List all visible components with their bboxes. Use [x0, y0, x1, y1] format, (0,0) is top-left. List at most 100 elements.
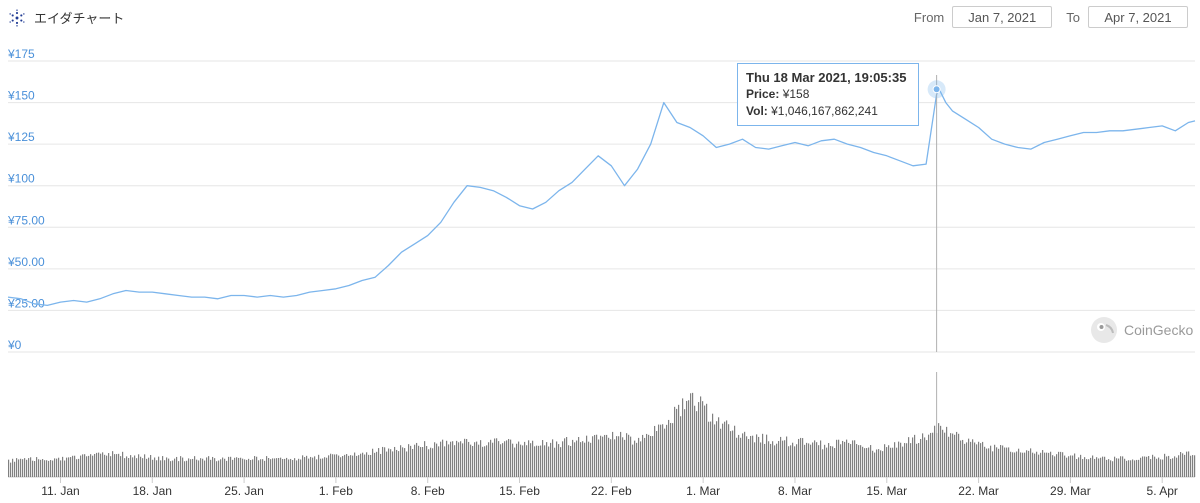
volume-bar: [714, 424, 716, 477]
to-label: To: [1066, 9, 1080, 25]
volume-bar: [290, 458, 292, 477]
volume-bar: [1120, 456, 1122, 477]
volume-bar: [354, 452, 356, 477]
volume-bar: [32, 460, 34, 477]
volume-bar: [138, 454, 140, 477]
volume-bar: [818, 445, 820, 477]
volume-bar: [98, 452, 100, 477]
volume-bar: [962, 439, 964, 477]
volume-bar: [502, 443, 504, 477]
volume-bar: [538, 445, 540, 477]
y-tick-label: ¥25.00: [7, 296, 45, 310]
volume-bar: [366, 452, 368, 477]
volume-bar: [14, 461, 16, 477]
volume-bar: [660, 424, 662, 477]
volume-bar: [162, 456, 164, 477]
volume-bar: [1144, 456, 1146, 477]
volume-bar: [224, 458, 226, 477]
volume-bar: [958, 433, 960, 477]
volume-bar: [1108, 459, 1110, 477]
x-tick-label: 18. Jan: [133, 484, 172, 498]
volume-bar: [1006, 447, 1008, 477]
volume-bar: [336, 454, 338, 477]
volume-bar: [1150, 459, 1152, 477]
volume-bar: [118, 453, 120, 477]
volume-bar: [1066, 457, 1068, 477]
volume-bar: [252, 459, 254, 477]
x-tick-label: 5. Apr: [1147, 484, 1178, 498]
volume-bar: [894, 442, 896, 477]
volume-bar: [360, 453, 362, 477]
x-tick-label: 15. Feb: [499, 484, 540, 498]
volume-bar: [888, 445, 890, 477]
volume-bar: [184, 461, 186, 477]
volume-bar: [868, 447, 870, 477]
volume-bar: [1034, 453, 1036, 477]
volume-bar: [326, 457, 328, 477]
volume-bar: [42, 459, 44, 477]
volume-bar: [384, 447, 386, 477]
volume-bar: [332, 454, 334, 477]
tooltip-vol-label: Vol:: [746, 104, 768, 118]
volume-bar: [148, 457, 150, 477]
volume-bar: [1152, 454, 1154, 477]
volume-bar: [444, 446, 446, 477]
volume-bar: [492, 442, 494, 477]
to-date-input[interactable]: [1088, 6, 1188, 28]
volume-bar: [132, 457, 134, 477]
volume-bar: [984, 446, 986, 477]
volume-bar: [172, 460, 174, 477]
volume-bar: [964, 443, 966, 477]
volume-bar: [992, 451, 994, 477]
volume-bar: [696, 411, 698, 477]
volume-bar: [140, 456, 142, 477]
volume-bar: [750, 435, 752, 477]
x-tick-label: 29. Mar: [1050, 484, 1091, 498]
volume-bar: [30, 457, 32, 477]
volume-bar: [218, 460, 220, 477]
volume-bar: [1076, 458, 1078, 477]
volume-bar: [500, 444, 502, 477]
volume-bar: [854, 440, 856, 477]
volume-bar: [372, 448, 374, 477]
volume-bar: [188, 458, 190, 477]
volume-bar: [1166, 456, 1168, 477]
volume-bar: [1058, 451, 1060, 477]
volume-bar: [544, 445, 546, 477]
tooltip-vol-value: ¥1,046,167,862,241: [771, 104, 878, 118]
volume-bar: [726, 420, 728, 477]
volume-bar: [1074, 453, 1076, 477]
volume-bar: [1098, 458, 1100, 477]
volume-bar: [1130, 460, 1132, 477]
volume-bar: [852, 440, 854, 477]
from-date-input[interactable]: [952, 6, 1053, 28]
volume-bar: [648, 434, 650, 477]
volume-bar: [380, 453, 382, 477]
volume-bar: [448, 444, 450, 477]
volume-bar: [654, 425, 656, 477]
volume-bar: [268, 458, 270, 477]
volume-bar: [1062, 452, 1064, 477]
volume-bar: [594, 434, 596, 477]
volume-bar: [1110, 460, 1112, 477]
volume-bar: [498, 441, 500, 477]
volume-bar: [626, 433, 628, 477]
volume-bar: [636, 442, 638, 477]
volume-bar: [624, 439, 626, 477]
volume-bar: [308, 458, 310, 477]
volume-bar: [36, 457, 38, 477]
volume-bar: [778, 441, 780, 477]
volume-bar: [1004, 447, 1006, 477]
volume-bar: [604, 434, 606, 477]
y-tick-label: ¥100: [7, 172, 35, 186]
volume-bar: [940, 425, 942, 477]
volume-bar: [816, 442, 818, 477]
volume-bar: [1114, 456, 1116, 477]
volume-bar: [1088, 459, 1090, 477]
volume-bar: [440, 441, 442, 477]
volume-bar: [1168, 455, 1170, 477]
volume-bar: [84, 454, 86, 477]
volume-bar: [134, 455, 136, 477]
volume-bar: [790, 445, 792, 477]
